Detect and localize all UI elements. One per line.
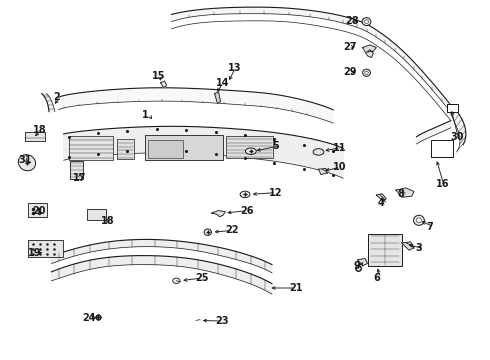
Text: 19: 19 (28, 248, 42, 258)
Text: 30: 30 (451, 132, 465, 142)
Text: 2: 2 (53, 92, 60, 102)
Polygon shape (447, 104, 458, 112)
Text: 20: 20 (32, 206, 46, 216)
Text: 11: 11 (333, 143, 347, 153)
Text: 17: 17 (73, 173, 86, 183)
Polygon shape (358, 258, 368, 266)
Polygon shape (51, 239, 272, 273)
Bar (431, 140, 453, 157)
Polygon shape (363, 45, 376, 58)
Polygon shape (402, 242, 414, 250)
Text: 12: 12 (269, 188, 282, 198)
Text: 18: 18 (33, 125, 47, 135)
Polygon shape (51, 256, 272, 294)
Bar (87, 209, 106, 220)
Polygon shape (451, 105, 466, 152)
Bar (117, 139, 134, 159)
Text: 31: 31 (19, 155, 32, 165)
Ellipse shape (204, 229, 212, 235)
Polygon shape (172, 7, 451, 112)
Bar (24, 132, 45, 141)
Bar (28, 240, 63, 257)
Text: 16: 16 (436, 179, 450, 189)
Text: 28: 28 (345, 16, 359, 26)
Bar (70, 161, 83, 179)
Polygon shape (42, 94, 55, 112)
Text: 3: 3 (416, 243, 422, 253)
Polygon shape (64, 126, 343, 178)
Polygon shape (396, 188, 414, 197)
Text: 22: 22 (225, 225, 239, 235)
Text: 24: 24 (82, 312, 96, 323)
Text: 6: 6 (373, 273, 380, 283)
Text: 21: 21 (289, 283, 303, 293)
Bar (226, 136, 273, 158)
Ellipse shape (362, 18, 371, 26)
Bar (28, 203, 47, 217)
Text: 14: 14 (216, 78, 229, 88)
Polygon shape (215, 92, 220, 104)
Text: 13: 13 (228, 63, 242, 73)
Ellipse shape (416, 218, 421, 223)
Text: 4: 4 (377, 198, 384, 208)
Ellipse shape (18, 155, 36, 171)
Text: 10: 10 (333, 162, 347, 172)
Text: 25: 25 (195, 273, 209, 283)
Ellipse shape (365, 71, 368, 74)
Text: 23: 23 (216, 316, 229, 326)
Ellipse shape (245, 148, 256, 154)
Text: 8: 8 (397, 189, 404, 199)
Polygon shape (59, 88, 333, 123)
Polygon shape (376, 194, 386, 201)
Text: 29: 29 (343, 67, 357, 77)
Bar (368, 234, 402, 266)
Text: 5: 5 (272, 141, 279, 151)
Text: 15: 15 (152, 71, 166, 81)
Bar (69, 136, 113, 160)
Text: 7: 7 (426, 222, 433, 232)
Polygon shape (318, 168, 327, 175)
Text: 9: 9 (354, 261, 361, 271)
Ellipse shape (313, 149, 324, 155)
Text: 26: 26 (240, 206, 254, 216)
Ellipse shape (363, 69, 370, 76)
Ellipse shape (240, 191, 250, 198)
Polygon shape (161, 81, 167, 87)
Text: 18: 18 (100, 216, 114, 226)
Ellipse shape (172, 278, 180, 284)
Bar (148, 140, 183, 158)
Ellipse shape (365, 20, 368, 23)
Ellipse shape (414, 215, 424, 225)
Bar (145, 135, 223, 160)
Text: 27: 27 (343, 42, 357, 52)
Text: 1: 1 (142, 110, 149, 120)
Polygon shape (416, 121, 451, 144)
Polygon shape (212, 211, 225, 217)
